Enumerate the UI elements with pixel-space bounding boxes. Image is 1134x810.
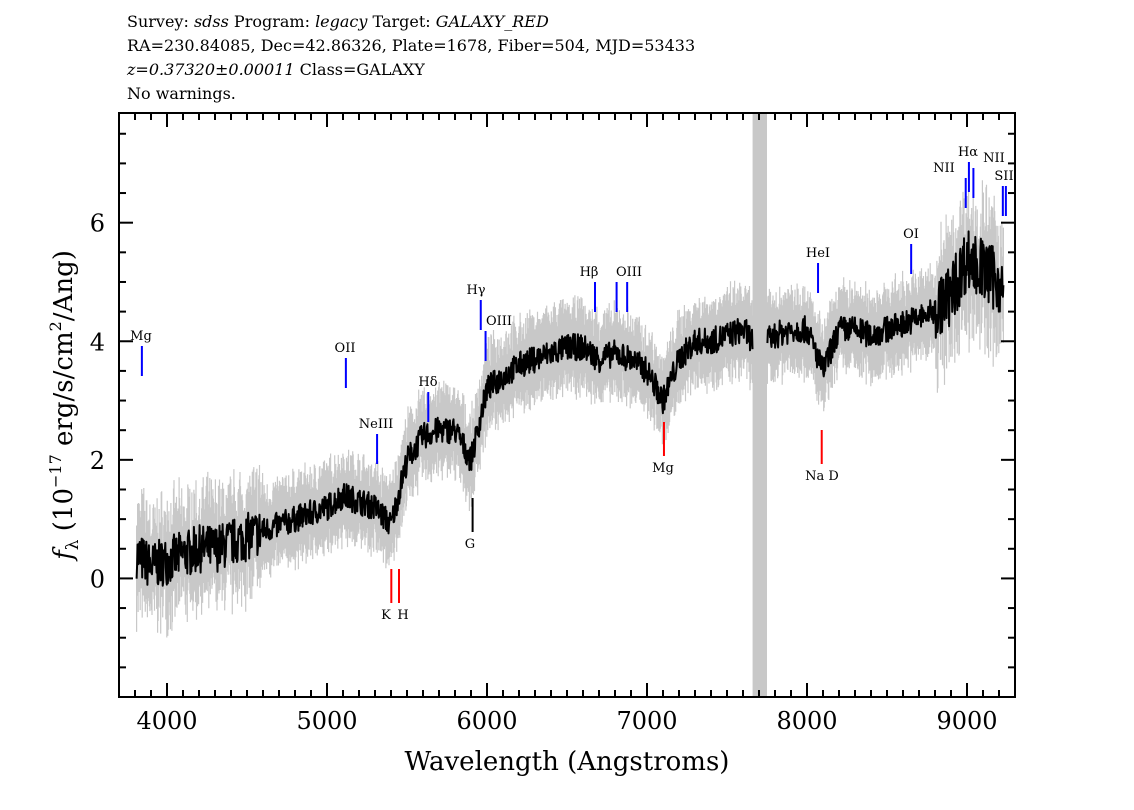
x-tick-label: 4000 <box>136 707 197 735</box>
x-tick-label: 9000 <box>936 707 997 735</box>
y-tick-label: 6 <box>90 210 105 238</box>
header-line-1: Survey: sdss Program: legacy Target: GAL… <box>127 12 549 32</box>
line-label: Mg <box>652 461 674 476</box>
program-label: Program: <box>233 12 310 31</box>
y-tick-label: 0 <box>90 565 105 593</box>
target-label: Target: <box>372 12 431 31</box>
line-label: Hδ <box>418 375 437 390</box>
line-label: SII <box>994 169 1013 184</box>
y-axis-label: fλ (10−17 erg/s/cm2/Ang) <box>46 250 83 562</box>
x-tick-label: 7000 <box>616 707 677 735</box>
y-tick-label: 4 <box>90 328 105 356</box>
line-label: NII <box>983 151 1005 166</box>
header-line-4: No warnings. <box>127 84 236 103</box>
masked-region-bar <box>752 113 767 697</box>
line-label: NeIII <box>359 417 393 432</box>
line-label: HeI <box>806 246 830 261</box>
target-value: GALAXY_RED <box>435 12 549 31</box>
header-line-3: z=0.37320±0.00011 Class=GALAXY <box>127 60 425 80</box>
line-label: G <box>465 537 475 552</box>
program-value: legacy <box>315 12 368 31</box>
line-label: OIII <box>486 314 512 329</box>
masked-region <box>752 113 767 697</box>
x-axis-label: Wavelength (Angstroms) <box>405 747 730 777</box>
x-tick-label: 6000 <box>456 707 517 735</box>
line-label: NII <box>933 161 955 176</box>
spectral-lines: Mg OII NeIII K H Hδ G Hγ OIII Hβ OIII Mg HeI Na D OI NI… <box>130 145 1013 623</box>
header-line-2: RA=230.84085, Dec=42.86326, Plate=1678, … <box>127 36 696 55</box>
line-label: Hγ <box>466 283 485 298</box>
line-label: Mg <box>130 329 152 344</box>
line-label: H <box>397 608 408 623</box>
line-label: Hβ <box>580 265 599 280</box>
survey-value: sdss <box>193 12 229 31</box>
line-label: OIII <box>616 265 642 280</box>
line-label: Hα <box>958 145 978 160</box>
flux-line <box>135 230 1005 587</box>
survey-label: Survey: <box>127 12 189 31</box>
redshift-value: z=0.37320±0.00011 <box>127 60 295 79</box>
error-band-path <box>136 176 1004 638</box>
line-label: OI <box>903 227 919 242</box>
flux-series <box>135 230 1005 587</box>
line-label: Na D <box>805 469 839 484</box>
class-value: Class=GALAXY <box>299 60 425 79</box>
line-label: K <box>381 608 391 623</box>
error-band <box>136 176 1004 638</box>
axis-ticks: 4000 5000 6000 7000 8000 9000 0 2 4 6 <box>90 113 1015 735</box>
x-tick-label: 5000 <box>296 707 357 735</box>
line-label: OII <box>335 341 356 356</box>
plot-frame <box>118 112 1016 698</box>
y-tick-label: 2 <box>90 447 105 475</box>
x-tick-label: 8000 <box>776 707 837 735</box>
